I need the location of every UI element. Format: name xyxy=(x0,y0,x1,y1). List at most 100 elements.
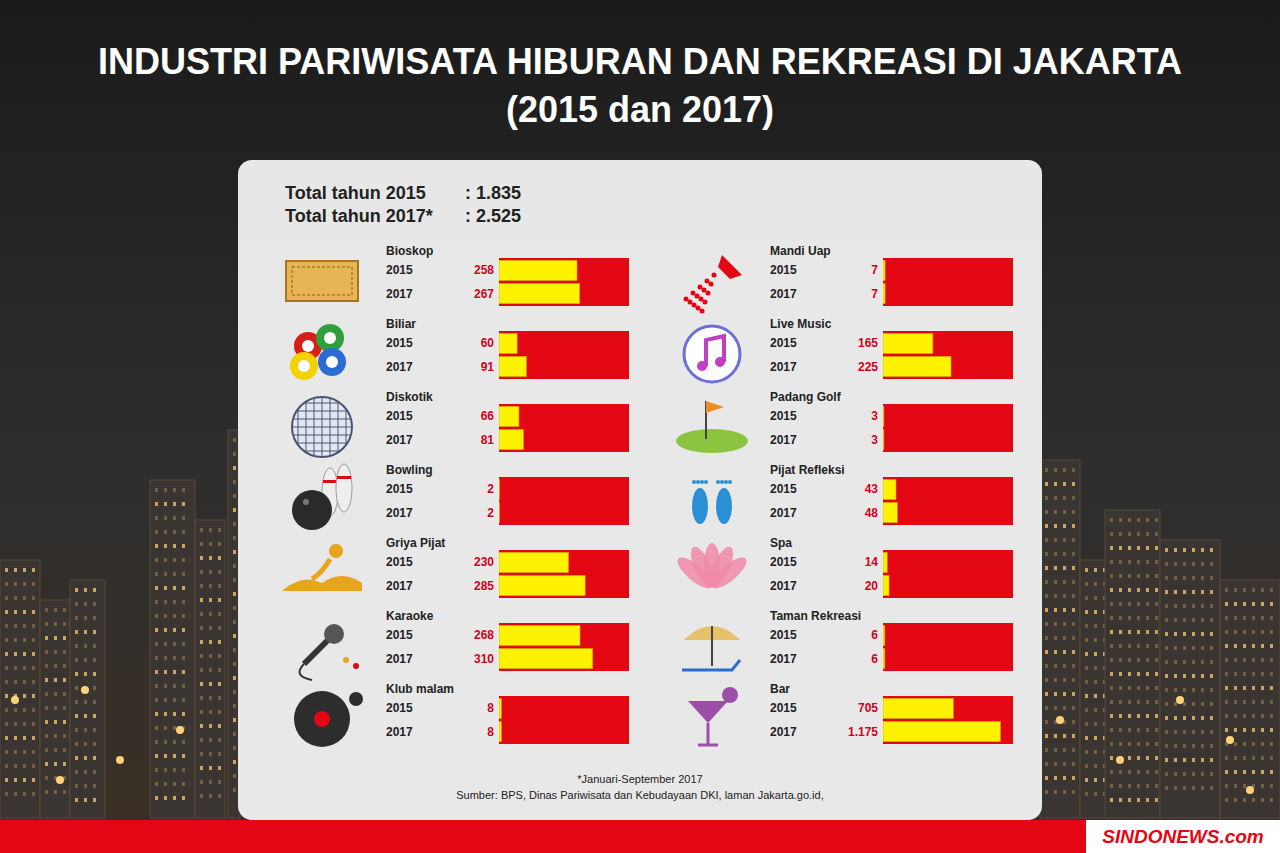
plot-frame xyxy=(499,404,629,452)
window-light xyxy=(218,668,221,672)
total-label: Total tahun 2015 xyxy=(285,183,426,203)
window-light xyxy=(23,666,26,670)
window-light xyxy=(173,684,176,688)
window-light xyxy=(1146,700,1149,704)
window-light xyxy=(23,736,26,740)
window-light xyxy=(233,438,236,442)
window-light xyxy=(1146,546,1149,550)
window-light xyxy=(1094,722,1097,726)
window-light xyxy=(1261,644,1264,648)
plot-frame xyxy=(499,258,629,306)
window-light xyxy=(209,696,212,700)
window-light xyxy=(1128,602,1131,606)
window-light xyxy=(23,596,26,600)
window-light xyxy=(1225,602,1228,606)
window-light xyxy=(218,752,221,756)
window-light xyxy=(1072,762,1075,766)
window-light xyxy=(23,778,26,782)
street-light xyxy=(1176,696,1184,704)
window-light xyxy=(54,636,57,640)
icon xyxy=(292,397,352,457)
window-light xyxy=(164,628,167,632)
category-label: 2015 xyxy=(386,263,413,277)
subtitle: (2015 dan 2017) xyxy=(506,89,774,130)
window-light xyxy=(1054,776,1057,780)
window-light xyxy=(93,658,96,662)
window-light xyxy=(1094,694,1097,698)
window-light xyxy=(1137,714,1140,718)
window-light xyxy=(1072,622,1075,626)
data-label: 14 xyxy=(865,555,879,569)
window-light xyxy=(1270,588,1273,592)
chart-title: Bar xyxy=(770,682,790,696)
bar xyxy=(883,648,885,668)
bar xyxy=(499,552,569,572)
window-light xyxy=(233,718,236,722)
window-light xyxy=(1072,776,1075,780)
window-light xyxy=(1234,700,1237,704)
window-light xyxy=(1085,568,1088,572)
window-light xyxy=(1201,744,1204,748)
window-light xyxy=(1201,688,1204,692)
window-light xyxy=(1201,702,1204,706)
window-light xyxy=(1063,678,1066,682)
window-light xyxy=(164,572,167,576)
window-light xyxy=(209,612,212,616)
window-light xyxy=(1183,702,1186,706)
window-light xyxy=(1183,562,1186,566)
window-light xyxy=(173,558,176,562)
chart-title: Klub malam xyxy=(386,682,454,696)
category-label: 2015 xyxy=(770,482,797,496)
window-light xyxy=(209,640,212,644)
plot-frame xyxy=(499,331,629,379)
window-light xyxy=(1270,672,1273,676)
window-light xyxy=(1063,482,1066,486)
window-light xyxy=(1146,518,1149,522)
window-light xyxy=(54,608,57,612)
window-light xyxy=(93,714,96,718)
window-light xyxy=(164,600,167,604)
window-light xyxy=(1165,730,1168,734)
window-light xyxy=(164,530,167,534)
plot-frame xyxy=(883,623,1013,671)
window-light xyxy=(84,714,87,718)
icon xyxy=(684,326,740,382)
window-light xyxy=(1183,590,1186,594)
building xyxy=(1160,540,1220,818)
window-light xyxy=(233,760,236,764)
window-light xyxy=(93,602,96,606)
window-light xyxy=(218,556,221,560)
window-light xyxy=(1063,734,1066,738)
data-label: 225 xyxy=(858,360,878,374)
window-light xyxy=(1165,562,1168,566)
window-light xyxy=(1243,672,1246,676)
window-light xyxy=(54,734,57,738)
window-light xyxy=(1183,716,1186,720)
icon-part xyxy=(324,332,336,344)
window-light xyxy=(1128,616,1131,620)
window-light xyxy=(1201,618,1204,622)
icon-part xyxy=(316,324,344,352)
window-light xyxy=(173,656,176,660)
window-light xyxy=(45,622,48,626)
category-label: 2015 xyxy=(770,336,797,350)
window-light xyxy=(218,696,221,700)
street-light xyxy=(56,776,64,784)
window-light xyxy=(32,694,35,698)
window-light xyxy=(1054,748,1057,752)
window-light xyxy=(23,694,26,698)
window-light xyxy=(1072,664,1075,668)
window-light xyxy=(182,628,185,632)
window-light xyxy=(63,636,66,640)
window-light xyxy=(1146,616,1149,620)
window-light xyxy=(1054,650,1057,654)
window-light xyxy=(1110,588,1113,592)
window-light xyxy=(1210,716,1213,720)
window-light xyxy=(209,668,212,672)
window-light xyxy=(1045,594,1048,598)
window-light xyxy=(1146,672,1149,676)
icon-part xyxy=(692,303,697,308)
window-light xyxy=(218,542,221,546)
window-light xyxy=(1243,756,1246,760)
data-label: 2 xyxy=(487,482,494,496)
